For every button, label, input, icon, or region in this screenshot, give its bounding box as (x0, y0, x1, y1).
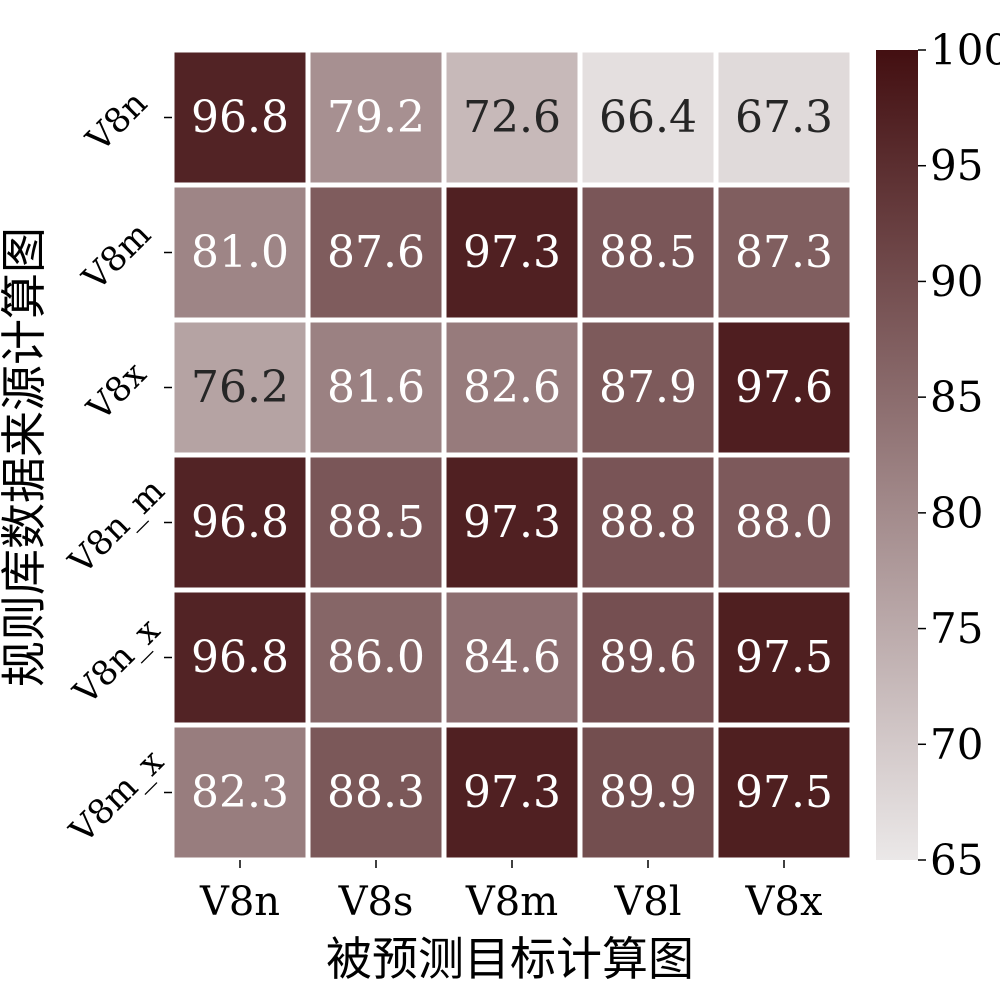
colorbar-tick-label: 90 (930, 257, 983, 306)
cell-value-label: 97.5 (735, 632, 833, 683)
cell-value-label: 97.3 (463, 497, 561, 548)
cell-value-label: 88.8 (599, 497, 697, 548)
heatmap-cell (446, 52, 578, 183)
cell-value-label: 89.6 (599, 632, 697, 683)
cell-value-label: 96.8 (191, 632, 289, 683)
heatmap-cells: 96.8 79.2 72.6 66.4 67.3 81.0 87.6 97.3 88.5 87.3… (174, 52, 850, 858)
x-tick-label: V8n (199, 879, 280, 925)
y-axis-ticks: V8n V8m V8x V8n_m V8n_x V8m_x (61, 83, 173, 852)
y-tick-label: V8n_m (61, 471, 173, 583)
heatmap-cell (446, 322, 578, 453)
y-tick-label: V8m (74, 215, 158, 299)
heatmap-cell (582, 592, 714, 723)
cell-value-label: 88.5 (599, 227, 697, 278)
cell-value-label: 96.8 (191, 497, 289, 548)
heatmap-cell (310, 457, 442, 588)
cell-value-label: 97.5 (735, 767, 833, 818)
cell-value-label: 88.5 (327, 497, 425, 548)
cell-value-label: 79.2 (327, 92, 425, 143)
cell-value-label: 82.6 (463, 362, 561, 413)
heatmap-cell (174, 727, 306, 858)
cell-value-label: 67.3 (735, 92, 833, 143)
cell-value-label: 72.6 (463, 92, 561, 143)
cell-value-label: 66.4 (599, 92, 697, 143)
heatmap-cell (582, 52, 714, 183)
heatmap-cell (718, 187, 850, 318)
heatmap-cell (582, 322, 714, 453)
heatmap-cell (582, 457, 714, 588)
heatmap-cell (446, 592, 578, 723)
x-tick-label: V8x (745, 879, 823, 925)
heatmap-cell (174, 592, 306, 723)
heatmap-cell (310, 727, 442, 858)
colorbar-tick-label: 75 (930, 604, 983, 653)
cell-value-label: 87.9 (599, 362, 697, 413)
colorbar-tick-label: 100 (930, 26, 1000, 75)
colorbar-tick-label: 95 (930, 141, 983, 190)
heatmap-cell (310, 52, 442, 183)
cell-value-label: 89.9 (599, 767, 697, 818)
cell-value-label: 97.3 (463, 767, 561, 818)
cell-value-label: 87.6 (327, 227, 425, 278)
heatmap-cell (718, 592, 850, 723)
cell-value-label: 86.0 (327, 632, 425, 683)
cell-value-label: 81.6 (327, 362, 425, 413)
heatmap-cell (582, 187, 714, 318)
heatmap-cell (718, 727, 850, 858)
x-axis-ticks: V8n V8s V8m V8l V8x (199, 860, 823, 925)
heatmap-cell (446, 187, 578, 318)
heatmap-cell (310, 592, 442, 723)
heatmap-cell (582, 727, 714, 858)
heatmap-cell (310, 322, 442, 453)
cell-value-label: 97.3 (463, 227, 561, 278)
heatmap-cell (446, 457, 578, 588)
y-tick-label: V8x (79, 354, 154, 429)
cell-value-label: 82.3 (191, 767, 289, 818)
cell-value-label: 81.0 (191, 227, 289, 278)
y-tick-label: V8n (78, 83, 155, 160)
heatmap-cell (174, 52, 306, 183)
cell-value-label: 84.6 (463, 632, 561, 683)
colorbar-tick-label: 70 (930, 720, 983, 769)
cell-value-label: 96.8 (191, 92, 289, 143)
y-tick-label: V8n_x (65, 610, 168, 713)
heatmap-cell (718, 52, 850, 183)
cell-value-label: 87.3 (735, 227, 833, 278)
colorbar-tick-label: 85 (930, 373, 983, 422)
colorbar-tick-label: 80 (930, 488, 983, 537)
heatmap-cell (446, 727, 578, 858)
x-tick-label: V8s (338, 879, 414, 925)
heatmap-cell (310, 187, 442, 318)
colorbar: 65 70 75 80 85 90 95 100 (876, 26, 1000, 885)
y-axis-title: 规则库数据来源计算图 (0, 227, 51, 687)
colorbar-gradient (876, 50, 918, 860)
heatmap-cell (718, 322, 850, 453)
x-axis-title: 被预测目标计算图 (326, 932, 694, 986)
heatmap-cell (718, 457, 850, 588)
heatmap-cell (174, 322, 306, 453)
y-tick-label: V8m_x (62, 742, 172, 852)
x-tick-label: V8l (613, 879, 681, 925)
cell-value-label: 88.3 (327, 767, 425, 818)
colorbar-tick-label: 65 (930, 836, 983, 885)
heatmap-cell (174, 457, 306, 588)
cell-value-label: 97.6 (735, 362, 833, 413)
heatmap-cell (174, 187, 306, 318)
cell-value-label: 88.0 (735, 497, 833, 548)
cell-value-label: 76.2 (191, 362, 289, 413)
x-tick-label: V8m (465, 879, 558, 925)
